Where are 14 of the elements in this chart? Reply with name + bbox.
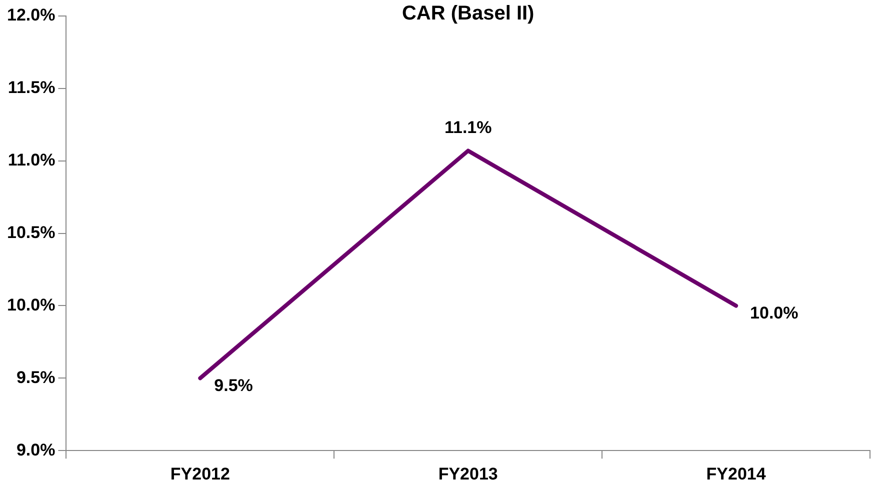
y-tick-label: 12.0%: [7, 6, 56, 25]
x-tick-label: FY2014: [706, 464, 766, 484]
x-tick-label: FY2012: [170, 464, 230, 484]
data-label: 10.0%: [750, 303, 798, 322]
chart-title: CAR (Basel II): [402, 2, 534, 25]
data-label: 9.5%: [214, 376, 253, 395]
y-tick-label: 9.0%: [16, 440, 56, 460]
x-tick-label: FY2013: [438, 464, 498, 484]
y-tick-label: 10.5%: [7, 222, 56, 242]
y-tick-label: 11.5%: [8, 78, 56, 98]
y-tick-label: 10.0%: [7, 295, 56, 314]
y-tick-label: 9.5%: [16, 368, 56, 387]
data-label: 11.1%: [444, 118, 492, 137]
y-tick-label: 11.0%: [8, 150, 56, 170]
